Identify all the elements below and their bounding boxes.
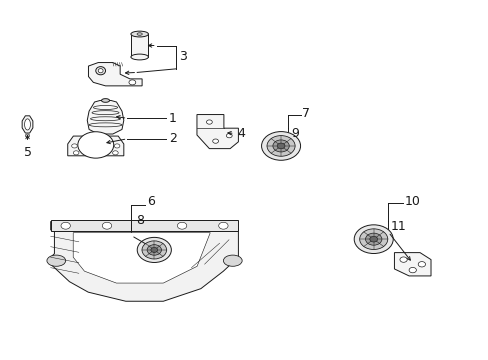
Text: 5: 5	[23, 146, 31, 159]
Circle shape	[61, 222, 70, 229]
Circle shape	[72, 144, 77, 148]
Circle shape	[212, 139, 218, 143]
Polygon shape	[197, 114, 238, 149]
Polygon shape	[51, 221, 238, 301]
Circle shape	[102, 222, 111, 229]
Circle shape	[147, 245, 161, 255]
Circle shape	[399, 257, 407, 262]
Text: 8: 8	[136, 214, 144, 227]
Polygon shape	[68, 136, 123, 156]
Ellipse shape	[223, 255, 242, 266]
Text: 11: 11	[390, 220, 406, 233]
Polygon shape	[22, 116, 33, 133]
Circle shape	[226, 134, 232, 138]
Polygon shape	[73, 233, 210, 283]
Text: 6: 6	[147, 195, 155, 208]
Circle shape	[142, 241, 166, 259]
Circle shape	[359, 229, 387, 249]
Circle shape	[129, 80, 136, 85]
Polygon shape	[87, 100, 123, 134]
Text: 4: 4	[237, 127, 244, 140]
Circle shape	[112, 151, 118, 155]
Ellipse shape	[102, 99, 109, 102]
Circle shape	[417, 262, 425, 267]
Text: 3: 3	[178, 50, 186, 63]
Circle shape	[353, 225, 392, 253]
Polygon shape	[394, 253, 430, 276]
Circle shape	[272, 140, 289, 152]
Ellipse shape	[137, 33, 142, 35]
Circle shape	[261, 132, 300, 160]
Text: 2: 2	[168, 132, 177, 145]
Circle shape	[177, 222, 186, 229]
Circle shape	[25, 134, 30, 137]
Circle shape	[206, 120, 212, 124]
Text: 10: 10	[404, 195, 420, 208]
Circle shape	[277, 143, 285, 149]
Circle shape	[73, 151, 79, 155]
Bar	[51, 220, 238, 231]
Circle shape	[78, 132, 114, 158]
Text: 7: 7	[302, 107, 309, 120]
Ellipse shape	[47, 255, 65, 266]
Circle shape	[266, 136, 295, 156]
Circle shape	[114, 144, 120, 148]
Circle shape	[369, 236, 377, 242]
Ellipse shape	[131, 54, 148, 60]
Ellipse shape	[98, 69, 103, 73]
Circle shape	[365, 233, 381, 245]
Polygon shape	[88, 63, 142, 86]
Circle shape	[137, 237, 171, 262]
Ellipse shape	[131, 31, 148, 37]
Circle shape	[218, 222, 227, 229]
Bar	[131, 34, 148, 57]
Text: 1: 1	[168, 112, 177, 125]
Text: 9: 9	[290, 127, 298, 140]
Ellipse shape	[24, 119, 30, 130]
Circle shape	[408, 267, 415, 273]
Ellipse shape	[96, 67, 105, 75]
Circle shape	[151, 247, 158, 252]
